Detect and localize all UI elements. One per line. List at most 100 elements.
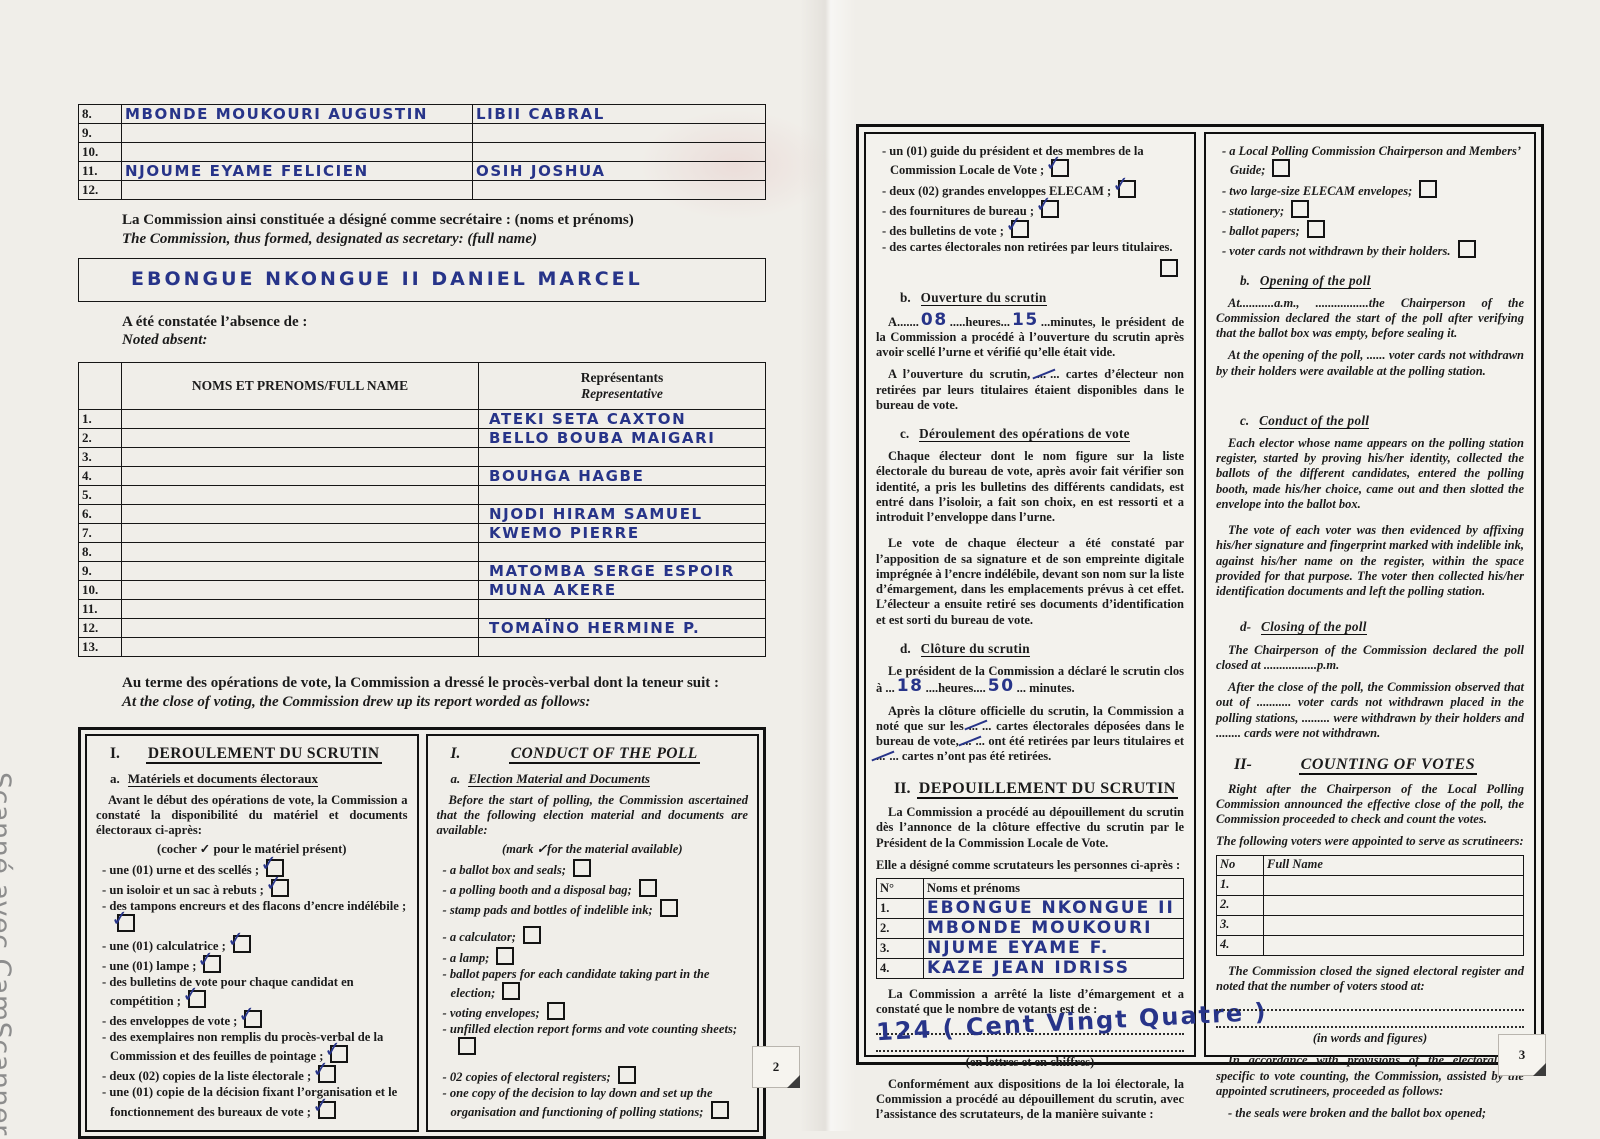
checkbox-icon — [638, 879, 657, 898]
subsection-number: a. — [450, 771, 461, 787]
checkbox-icon — [317, 1100, 336, 1119]
name-cell — [121, 523, 479, 543]
column-header-number: N° — [876, 878, 924, 900]
scrutineers-table-fr: N° Noms et prénoms 1. EBONGUE NKONGUE II … — [876, 878, 1184, 980]
checklist-label: - une (01) urne et des scellés ; — [102, 863, 260, 878]
checklist-label: - des fournitures de bureau ; — [882, 203, 1034, 218]
checklist-item: - a ballot box and seals; — [437, 859, 749, 878]
member-name-handwritten: NJOUME EYAME FELICIEN — [121, 161, 473, 181]
heading-number: d. — [900, 640, 911, 656]
heading-text: Opening of the poll — [1259, 272, 1371, 289]
representative-handwritten: MUNA AKERE — [478, 580, 766, 600]
checkbox-icon — [457, 1037, 476, 1056]
checklist-item: - ballot papers for each candidate takin… — [437, 967, 749, 1001]
words-figures-note-fr: (en lettres et en chiffres) — [965, 1054, 1095, 1069]
column-header-names: Noms et prénoms — [923, 878, 1184, 900]
table-row: 10. MUNA AKERE — [78, 580, 766, 600]
name-cell — [121, 542, 479, 562]
closing-paragraph2-en: After the close of the poll, the Commiss… — [1216, 680, 1524, 740]
checklist-item: - voting envelopes; — [437, 1001, 749, 1021]
checkbox-icon — [1160, 258, 1178, 277]
checklist-item: - des enveloppes de vote ; — [96, 1010, 408, 1029]
closing-paragraph1-en: The Chairperson of the Commission declar… — [1216, 642, 1524, 672]
checkbox-icon — [617, 1066, 636, 1085]
text-fragment: ... cartes n’ont pas été retirées. — [889, 749, 1052, 764]
subsection-title-text: Election Material and Documents — [468, 771, 650, 788]
secretary-statement-fr: La Commission ainsi constituée a désigné… — [122, 212, 634, 228]
secretary-statement-en: The Commission, thus formed, designated … — [122, 230, 538, 247]
checklist-item: - a polling booth and a disposal bag; — [437, 879, 749, 898]
checkbox-icon — [330, 1045, 349, 1064]
row-number: 2. — [876, 918, 924, 940]
representative-name-handwritten — [472, 142, 766, 162]
name-cell — [121, 485, 479, 505]
checklist-label: - two large-size ELECAM envelopes; — [1222, 183, 1413, 198]
voters-count-block-fr: La Commission a arrêté la liste d’émarge… — [876, 987, 1269, 1070]
scanned-page-3: - un (01) guide du président et des memb… — [856, 124, 1544, 1121]
heading-text: Conduct of the poll — [1259, 412, 1370, 429]
material-checklist-continued-en: - a Local Polling Commission Chairperson… — [1216, 144, 1524, 260]
checklist-label: - ballot papers for each candidate takin… — [442, 966, 710, 1000]
conduct-paragraph1-fr: Chaque électeur dont le nom figure sur l… — [876, 449, 1184, 525]
opening-paragraph2-fr: A l’ouverture du scrutin, ...... cartes … — [876, 367, 1184, 413]
checklist-item: - unfilled election report forms and vot… — [437, 1022, 749, 1056]
representative-name-handwritten: OSIH JOSHUA — [472, 161, 766, 181]
subsection-title-fr: a. Matériels et documents électoraux — [110, 771, 408, 788]
scrutineer-name-cell — [1263, 894, 1524, 916]
table-row: 2. MBONDE MOUKOURI — [876, 918, 1184, 940]
checkbox-icon — [1051, 159, 1070, 178]
row-number: 12. — [78, 180, 122, 200]
scrutineer-name-handwritten: KAZE JEAN IDRISS — [923, 958, 1184, 980]
checklist-label: - a Local Polling Commission Chairperson… — [1222, 144, 1521, 178]
checkbox-icon — [1272, 159, 1291, 178]
dotted-blank-line — [1216, 1011, 1524, 1029]
subsection-title-en: a. Election Material and Documents — [450, 771, 749, 788]
row-number: 1. — [876, 898, 924, 920]
text-fragment: .....heures... — [949, 314, 1010, 329]
section-number: I. — [450, 744, 461, 762]
conduct-heading-en: c. Conduct of the poll — [1240, 412, 1524, 429]
counting-title-fr: II. DEPOUILLEMENT DU SCRUTIN — [876, 779, 1184, 799]
checklist-label: - voter cards not withdrawn by their hol… — [1222, 244, 1451, 259]
text-fragment: ... cartes électorales déposées dans le … — [876, 718, 1185, 749]
representative-handwritten — [478, 447, 766, 467]
row-number: 7. — [78, 523, 122, 543]
table-row: 1. ATEKI SETA CAXTON — [78, 409, 766, 429]
table-row: 12. — [78, 180, 766, 200]
header-en: Representative — [581, 386, 663, 401]
checklist-item: - des exemplaires non remplis du procès-… — [96, 1030, 408, 1064]
scrutineers-table-en: No Full Name 1. 2. 3. 4. — [1216, 854, 1524, 956]
checklist-item: - two large-size ELECAM envelopes; — [1216, 179, 1524, 199]
opening-heading-fr: b. Ouverture du scrutin — [900, 289, 1184, 306]
row-number: 3. — [876, 938, 924, 960]
checklist-item: - des bulletins de vote ; — [876, 220, 1184, 239]
checklist-item: - 02 copies of electoral registers; — [437, 1066, 749, 1085]
row-number: 12. — [78, 618, 122, 638]
name-cell — [121, 428, 479, 448]
checkbox-icon — [710, 1101, 729, 1120]
checklist-item: - stationery; — [1216, 199, 1524, 219]
name-cell — [121, 580, 479, 600]
table-header-row: N° Noms et prénoms — [876, 878, 1184, 900]
section-title-text: DEROULEMENT DU SCRUTIN — [145, 744, 382, 764]
absent-statement-en: Noted absent: — [122, 332, 208, 349]
absent-statement-fr: A été constatée l’absence de : — [122, 313, 308, 330]
checklist-item: - des tampons encreurs et des flacons d’… — [96, 899, 408, 933]
text-fragment: ...minutes, le président de la Commissio… — [876, 314, 1184, 360]
checklist-label: - a calculator; — [442, 930, 516, 945]
counting-paragraph-en: Right after the Chairperson of the Local… — [1216, 781, 1524, 827]
checklist-label: - des bulletins de vote ; — [882, 224, 1004, 238]
representative-handwritten — [478, 542, 766, 562]
handwritten-minutes: 50 — [987, 676, 1015, 697]
column-header-names: Full Name — [1263, 854, 1524, 876]
checkbox-icon — [318, 1065, 337, 1084]
row-number: 2. — [78, 428, 122, 448]
table-header-row: NOMS ET PRENOMS/FULL NAME Représentants … — [78, 362, 766, 410]
checklist-label: - voting envelopes; — [442, 1005, 540, 1020]
text-fragment: ... minutes. — [1016, 681, 1075, 696]
table-row: 11. — [78, 599, 766, 619]
checklist-label: - a ballot box and seals; — [442, 863, 567, 878]
closing-statement: Au terme des opérations de vote, la Comm… — [122, 674, 766, 712]
column-header-names: NOMS ET PRENOMS/FULL NAME — [121, 362, 479, 410]
name-cell — [121, 599, 479, 619]
